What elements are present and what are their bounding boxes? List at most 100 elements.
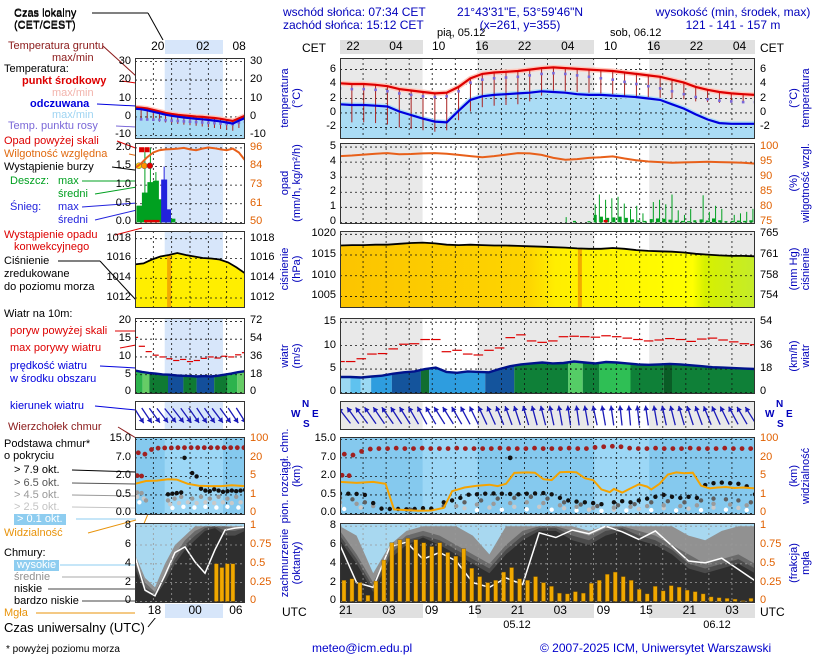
utc-label-left: UTC: [282, 605, 307, 619]
axis-tick-label: 36: [250, 349, 263, 362]
axis-tick-label: 2: [329, 91, 336, 104]
utc-hour-tick: 15: [468, 603, 482, 617]
axis-tick-label: 5: [124, 367, 131, 380]
legend-label: > 7.9 okt.: [14, 464, 60, 476]
axis-tick-label: 0.5: [320, 487, 336, 500]
local-time-sub: (CET/CEST): [14, 20, 76, 32]
axis-tick-label: 1: [760, 487, 767, 500]
axis-tick-label: 0: [329, 385, 336, 398]
axis-tick-label: -10: [115, 128, 131, 141]
panel-wind-direction-small: [135, 401, 245, 430]
cet-hour-tick: 04: [389, 39, 403, 53]
cet-label-right: CET: [760, 41, 784, 55]
grid-xy: (x=261, y=355): [479, 18, 561, 32]
cet-hour-tick: 04: [561, 39, 575, 53]
axis-tick-label: 30: [118, 54, 131, 67]
cet-hour-tick: 04: [732, 39, 747, 53]
axis-tick-label: 80: [760, 200, 773, 213]
panel-cloud-extent-main: [340, 437, 755, 515]
utc-hour-tick: 03: [382, 603, 396, 617]
legend-label: max: [58, 201, 79, 213]
axis-tick-label: 2: [760, 91, 767, 104]
axis-tick-label: 1014: [106, 271, 131, 284]
day-label-1: pią, 05.12: [437, 27, 486, 39]
axis-tick-label: 20: [118, 314, 131, 327]
axis-tick-label: 72: [250, 314, 263, 327]
axis-tick-label: 1020: [311, 227, 336, 240]
strip-segment: [422, 604, 478, 618]
axis-tick-label: 1: [250, 487, 257, 500]
axis-tick-label: 4: [124, 556, 131, 569]
axis-tick-label: 100: [760, 140, 779, 153]
panel-temperature-main: [340, 58, 755, 139]
axis-tick-label: 20: [760, 450, 773, 463]
axis-tick-label: 765: [760, 227, 779, 240]
axis-tick-label: 50: [250, 215, 263, 228]
axis-tick-label: 0.5: [115, 487, 131, 500]
legend-label: bardzo niskie: [14, 595, 79, 607]
utc-hour-tick: 15: [639, 603, 653, 617]
legend-label: prędkość wiatru: [10, 360, 88, 372]
legend-label: Chmury:: [4, 547, 46, 559]
local-time-label: Czas lokalny: [14, 8, 77, 20]
axis-tick-label: 1016: [250, 251, 275, 264]
axis-tick-label: 0: [250, 385, 257, 398]
sunrise-label: wschód słońca: 07:34 CET: [283, 5, 426, 19]
axis-tick-label: 20: [118, 73, 131, 86]
legend-label: > 6.5 okt.: [14, 477, 60, 489]
panel-pressure-small: [135, 231, 245, 308]
axis-tick-label: 36: [760, 338, 773, 351]
axis-tick-label: 85: [760, 185, 773, 198]
small-hour-tick-top: 02: [196, 39, 210, 53]
axis-tick-label: 5: [329, 362, 336, 375]
strip-segment: [594, 604, 650, 618]
axis-tick-label: 6: [329, 538, 336, 550]
legend-label: max: [58, 175, 79, 187]
panel-temperature-small: [135, 58, 245, 139]
small-hour-tick-bottom: 18: [147, 603, 162, 617]
small-hour-tick-bottom: 06: [229, 603, 243, 617]
day-label-2: sob, 06.12: [610, 27, 662, 39]
axis-tick-label: 30: [250, 54, 263, 67]
axis-tick-label: 1.5: [115, 159, 131, 172]
legend-label: średni: [58, 214, 88, 226]
axis-tick-label: 100: [250, 432, 269, 445]
axis-tick-label: 0.25: [760, 575, 782, 588]
axis-tick-label: 4: [760, 77, 767, 90]
legend-label: Wiatr na 10m:: [4, 308, 73, 320]
axis-tick-label: 20: [250, 450, 263, 463]
axis-tick-label: 5: [329, 140, 336, 153]
axis-tick-label: 0: [124, 385, 131, 398]
utc-hour-tick: 09: [596, 603, 611, 617]
axis-tick-label: 0.0: [115, 506, 131, 519]
axis-tick-label: 3: [329, 170, 336, 183]
panel-wind-small: [135, 318, 245, 394]
axis-tick-label: -2: [760, 120, 770, 133]
axis-tick-label: 4: [329, 155, 336, 168]
axis-tick-label: 18: [250, 367, 263, 380]
axis-tick-label: 0: [760, 594, 767, 607]
axis-tick-label: 54: [250, 332, 263, 345]
axis-tick-label: 0.5: [250, 556, 266, 569]
axis-tick-label: 754: [760, 289, 779, 302]
axis-tick-label: 7.0: [115, 450, 131, 463]
axis-tick-label: 4: [329, 77, 336, 90]
axis-tick-label: 1010: [311, 268, 336, 281]
small-hour-tick-bottom: 00: [188, 603, 202, 617]
axis-tick-label: 758: [760, 268, 779, 281]
legend-label: Podstawa chmur*: [4, 438, 91, 450]
axis-tick-label: 96: [250, 140, 263, 153]
utc-hour-tick: 21: [510, 603, 525, 617]
axis-tick-label: 1: [760, 519, 767, 532]
footnote: * powyżej poziomu morza: [6, 644, 120, 655]
legend-label: Czas uniwersalny (UTC): [4, 620, 145, 635]
legend-label: max/min: [52, 109, 94, 121]
panel-cloud-extent-small: [135, 437, 245, 515]
cet-hour-tick: 22: [689, 39, 704, 53]
utc-hour-tick: 09: [424, 603, 439, 617]
contact-email-link[interactable]: meteo@icm.edu.pl: [312, 641, 413, 655]
legend-label: konwekcyjnego: [14, 241, 90, 253]
legend-label: Mgła: [4, 607, 28, 619]
panel-cloud-cover-main: [340, 523, 755, 603]
